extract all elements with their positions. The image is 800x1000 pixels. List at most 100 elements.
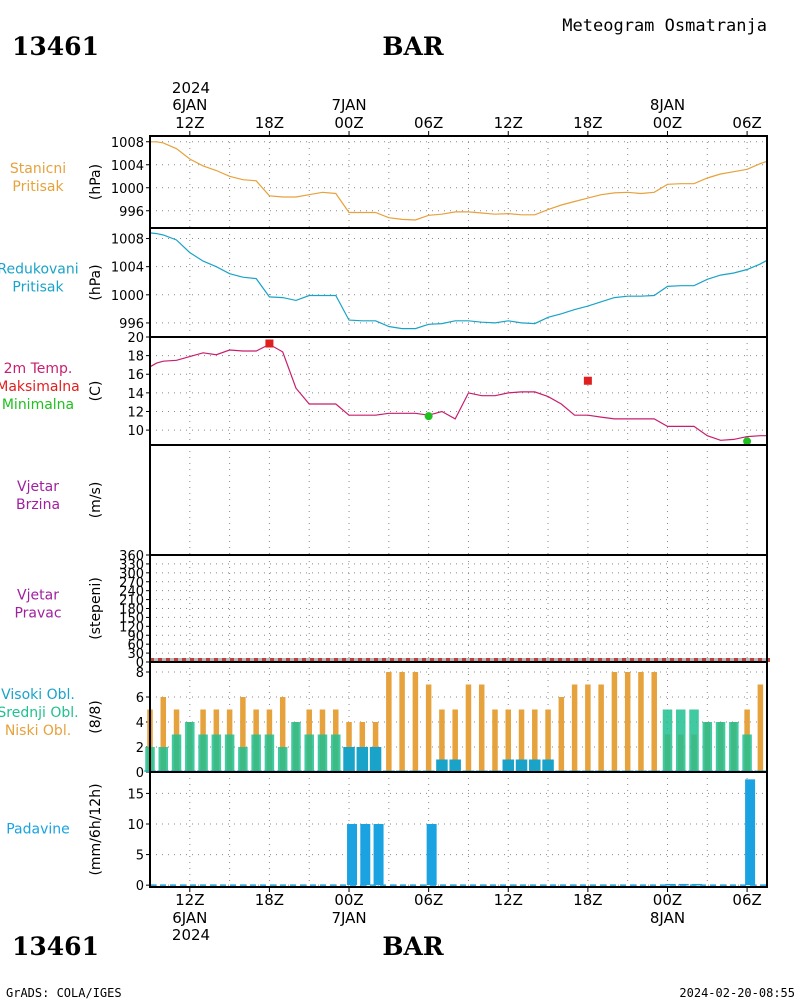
wind-dir-baseline-tick [310, 658, 314, 662]
date-label: 6JAN [172, 96, 207, 114]
y-tick-label: 150 [119, 611, 144, 626]
wind-dir-baseline-tick [502, 658, 506, 662]
wind-dir-baseline-tick [622, 658, 626, 662]
cloud-bar-high [542, 759, 554, 772]
y-tick-label: 1000 [111, 289, 144, 304]
wind-dir-baseline-tick [526, 658, 530, 662]
y-axis-label: (hPa) [88, 164, 104, 200]
wind-dir-baseline-tick [462, 658, 466, 662]
y-tick-label: 10 [127, 818, 144, 833]
wind-dir-baseline-tick [550, 658, 554, 662]
time-tick-label: 00Z [334, 114, 363, 132]
panel-label: Srednji Obl. [0, 705, 79, 721]
precip-bar [745, 779, 756, 886]
series-line-temperature [149, 343, 767, 441]
y-tick-label: 2 [136, 741, 144, 756]
cloud-bar-low [465, 684, 472, 772]
wind-dir-baseline-tick [342, 658, 346, 662]
wind-dir-baseline-tick [222, 658, 226, 662]
time-tick-label: 12Z [494, 891, 523, 909]
wind-dir-baseline-tick [174, 658, 178, 662]
cloud-bar-high [343, 747, 355, 772]
wind-dir-baseline-tick [494, 658, 498, 662]
wind-dir-baseline-tick [558, 658, 562, 662]
cloud-bar-mid [662, 709, 673, 772]
wind-dir-baseline-tick [422, 658, 426, 662]
wind-dir-baseline-tick [358, 658, 362, 662]
y-tick-label: 8 [136, 666, 144, 681]
y-tick-label: 20 [127, 331, 144, 346]
y-tick-label: 0 [136, 656, 144, 671]
panel-label: Pritisak [12, 280, 64, 296]
panel-frame [149, 771, 768, 888]
panel-label: Visoki Obl. [1, 687, 75, 703]
cloud-bar-low [279, 697, 286, 772]
wind-dir-baseline-tick [262, 658, 266, 662]
cloud-bar-mid [198, 734, 208, 772]
y-tick-label: 0 [136, 879, 144, 894]
y-tick-label: 90 [127, 629, 144, 644]
y-tick-label: 996 [119, 205, 144, 220]
panel-label: Stanicni [10, 161, 66, 177]
wind-dir-baseline-tick [470, 658, 474, 662]
wind-dir-baseline-tick [486, 658, 490, 662]
wind-dir-baseline-tick [398, 658, 402, 662]
wind-dir-baseline-tick [614, 658, 618, 662]
wind-dir-baseline-tick [686, 658, 690, 662]
cloud-bar-low [585, 684, 591, 772]
y-tick-label: 4 [136, 716, 144, 731]
wind-dir-baseline-tick [278, 658, 282, 662]
panel-wind_speed: Vjetar Brzina (m/s) [16, 444, 768, 556]
panel-frame [149, 444, 768, 556]
wind-dir-baseline-tick [590, 658, 594, 662]
y-tick-label: 1004 [111, 159, 144, 174]
footer-timestamp: 2024-02-20-08:55 [679, 986, 795, 1000]
cloud-bar-low [611, 672, 618, 772]
wind-dir-baseline-tick [158, 658, 162, 662]
cloud-bar-low [532, 709, 538, 772]
cloud-bar-mid [251, 734, 261, 772]
wind-dir-baseline [150, 658, 767, 662]
cloud-bar-high [369, 747, 382, 772]
wind-dir-baseline-tick [726, 658, 730, 662]
wind-dir-baseline-tick [350, 658, 354, 662]
cloud-bar-mid [224, 734, 235, 772]
cloud-bar-low [558, 697, 565, 772]
top-axis-year: 2024 [172, 79, 210, 97]
panel-frame [149, 135, 768, 229]
wind-dir-baseline-tick [406, 658, 410, 662]
wind-dir-baseline-tick [326, 658, 330, 662]
precip-bar [360, 823, 371, 886]
time-tick-label: 06Z [732, 891, 761, 909]
cloud-bar-mid [264, 734, 275, 772]
wind-dir-baseline-tick [286, 658, 290, 662]
wind-dir-baseline-tick [374, 658, 378, 662]
y-tick-label: 1004 [111, 261, 144, 276]
y-tick-label: 270 [119, 576, 144, 591]
y-tick-label: 14 [127, 387, 144, 402]
credit-text: GrADS: COLA/IGES [6, 986, 122, 1000]
wind-dir-baseline-tick [742, 658, 746, 662]
time-tick-label: 12Z [175, 114, 204, 132]
wind-dir-baseline-tick [214, 658, 218, 662]
cloud-bar-low [505, 709, 512, 772]
wind-dir-baseline-tick [366, 658, 370, 662]
tmax-marker [583, 376, 592, 385]
series-line-reduced_pressure [149, 232, 768, 330]
y-tick-label: 6 [136, 691, 144, 706]
wind-dir-baseline-tick [582, 658, 586, 662]
precip-bar [347, 823, 358, 886]
cloud-bar-high [529, 759, 541, 772]
time-tick-label: 00Z [653, 114, 682, 132]
series-line-station_pressure [150, 141, 768, 221]
panel-label: Redukovani [0, 262, 79, 278]
cloud-bar-mid [742, 734, 752, 772]
y-tick-label: 12 [127, 405, 144, 420]
panel-label: Vjetar [17, 479, 59, 495]
wind-dir-baseline-tick [574, 658, 578, 662]
wind-dir-baseline-tick [598, 658, 602, 662]
wind-dir-baseline-tick [182, 658, 186, 662]
wind-dir-baseline-tick [718, 658, 722, 662]
panel-label: Padavine [6, 822, 70, 838]
